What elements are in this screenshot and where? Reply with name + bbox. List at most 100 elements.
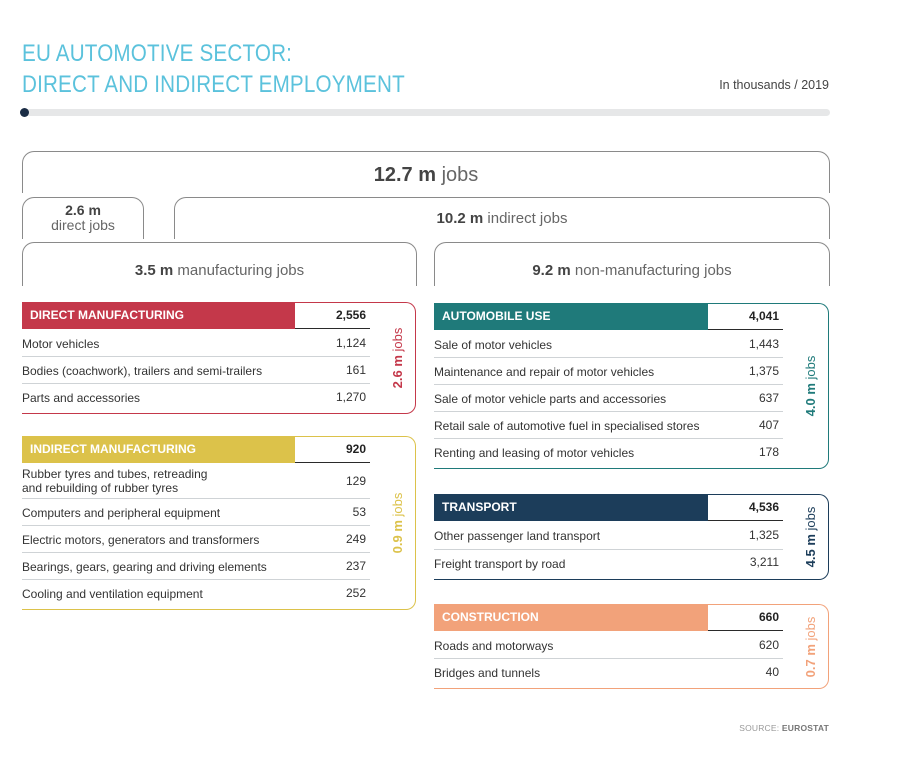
- bracket-indirect-label: 10.2 m indirect jobs: [174, 210, 830, 227]
- page-title: EU AUTOMOTIVE SECTOR: DIRECT AND INDIREC…: [22, 38, 405, 100]
- row-value: 40: [765, 664, 779, 679]
- side-label-value: 4.5 m: [803, 530, 818, 568]
- row-label-line: and rebuilding of rubber tyres: [22, 481, 179, 495]
- bracket-direct: [22, 197, 144, 239]
- non-manufacturing-jobs-value: 9.2 m: [532, 262, 571, 279]
- row-divider: [22, 525, 370, 526]
- row-label: Cooling and ventilation equipment: [22, 587, 203, 601]
- row-label: Computers and peripheral equipment: [22, 506, 221, 520]
- header-total-direct-manufacturing: 2,556: [335, 308, 366, 322]
- source-label: SOURCE:: [739, 723, 780, 733]
- side-label-value: 2.6 m: [390, 351, 405, 389]
- header-automobile-use: AUTOMOBILE USE: [434, 303, 708, 330]
- unit-note: In thousands / 2019: [719, 78, 829, 92]
- side-label-value: 0.9 m: [390, 516, 405, 554]
- bracket-direct-label: 2.6 m direct jobs: [22, 203, 144, 233]
- row-value: 1,443: [748, 336, 779, 351]
- side-label-indirect-manufacturing: 0.9 m jobs: [390, 483, 406, 563]
- row-value: 237: [345, 558, 366, 573]
- row-divider: [434, 438, 783, 439]
- row-value: 1,375: [748, 363, 779, 378]
- row-value: 252: [345, 585, 366, 600]
- source-name: EUROSTAT: [781, 723, 829, 733]
- row-divider: [434, 658, 783, 659]
- side-label-word: jobs: [803, 355, 818, 380]
- row-label: Sale of motor vehicle parts and accessor…: [434, 392, 667, 406]
- title-line-2: DIRECT AND INDIRECT EMPLOYMENT: [22, 71, 405, 98]
- header-underline: [295, 462, 370, 463]
- bracket-manufacturing: [22, 242, 417, 286]
- title-line-1: EU AUTOMOTIVE SECTOR:: [22, 40, 293, 67]
- header-underline: [708, 520, 783, 521]
- indirect-jobs-text: indirect jobs: [487, 210, 568, 227]
- row-value: 53: [352, 504, 366, 519]
- progress-dot: [20, 108, 29, 117]
- row-value: 1,124: [335, 335, 366, 350]
- row-value: 1,270: [335, 389, 366, 404]
- row-value: 620: [758, 637, 779, 652]
- row-label: Bearings, gears, gearing and driving ele…: [22, 560, 267, 574]
- row-value: 249: [345, 531, 366, 546]
- progress-track: [22, 109, 830, 116]
- side-label-value: 0.7 m: [803, 640, 818, 677]
- row-label: Electric motors, generators and transfor…: [22, 533, 260, 547]
- row-label: Renting and leasing of motor vehicles: [434, 446, 635, 460]
- row-divider: [22, 579, 370, 580]
- row-label: Sale of motor vehicles: [434, 338, 553, 352]
- bracket-non-manufacturing: [434, 242, 830, 286]
- side-label-value: 4.0 m: [803, 379, 818, 417]
- row-value: 161: [345, 362, 366, 377]
- row-label: Bridges and tunnels: [434, 666, 541, 680]
- header-underline: [295, 328, 370, 329]
- row-label: Parts and accessories: [22, 391, 141, 405]
- direct-jobs-value: 2.6 m: [65, 202, 101, 218]
- bracket-indirect: [174, 197, 830, 239]
- row-label: Roads and motorways: [434, 639, 554, 653]
- row-divider: [22, 383, 370, 384]
- row-label: Rubber tyres and tubes, retreading and re…: [22, 467, 207, 495]
- side-label-automobile-use: 4.0 m jobs: [803, 346, 819, 426]
- header-underline: [708, 329, 783, 330]
- header-construction: CONSTRUCTION: [434, 604, 708, 631]
- row-label: Freight transport by road: [434, 556, 566, 571]
- row-value: 3,211: [749, 555, 779, 570]
- side-label-transport: 4.5 m jobs: [803, 497, 819, 577]
- header-indirect-manufacturing: INDIRECT MANUFACTURING: [22, 436, 295, 463]
- total-jobs-text: jobs: [441, 164, 479, 186]
- header-total-indirect-manufacturing: 920: [345, 442, 366, 456]
- header-total-automobile-use: 4,041: [748, 309, 779, 323]
- row-value: 637: [758, 390, 779, 405]
- row-divider: [434, 411, 783, 412]
- row-value: 407: [758, 417, 779, 432]
- side-label-construction: 0.7 m jobs: [803, 607, 819, 687]
- indirect-jobs-value: 10.2 m: [436, 210, 484, 227]
- bracket-total: [22, 151, 830, 193]
- header-direct-manufacturing: DIRECT MANUFACTURING: [22, 302, 295, 329]
- row-divider: [22, 552, 370, 553]
- direct-jobs-text: direct jobs: [51, 217, 115, 233]
- header-underline: [708, 630, 783, 631]
- manufacturing-jobs-value: 3.5 m: [134, 262, 174, 279]
- bracket-manufacturing-label: 3.5 m manufacturing jobs: [22, 262, 417, 279]
- header-total-construction: 660: [758, 610, 779, 624]
- row-value: 129: [345, 473, 366, 488]
- side-label-word: jobs: [390, 327, 405, 352]
- row-value: 178: [758, 444, 779, 459]
- side-label-word: jobs: [803, 616, 818, 640]
- header-transport: TRANSPORT: [434, 494, 708, 521]
- row-divider: [22, 356, 370, 357]
- row-value: 1,325: [748, 527, 779, 542]
- row-label: Other passenger land transport: [434, 529, 601, 543]
- row-label: Maintenance and repair of motor vehicles: [434, 365, 655, 379]
- row-divider: [434, 384, 783, 385]
- manufacturing-jobs-text: manufacturing jobs: [177, 262, 305, 279]
- side-label-word: jobs: [390, 492, 405, 517]
- non-manufacturing-jobs-text: non-manufacturing jobs: [574, 262, 732, 279]
- source-note: SOURCE: EUROSTAT: [739, 723, 829, 733]
- row-label: Motor vehicles: [22, 337, 100, 351]
- row-label-line: Rubber tyres and tubes, retreading: [22, 467, 208, 481]
- bracket-non-manufacturing-label: 9.2 m non-manufacturing jobs: [434, 262, 830, 279]
- row-divider: [434, 548, 783, 550]
- row-label: Bodies (coachwork), trailers and semi-tr…: [22, 364, 263, 378]
- header-total-transport: 4,536: [748, 500, 779, 514]
